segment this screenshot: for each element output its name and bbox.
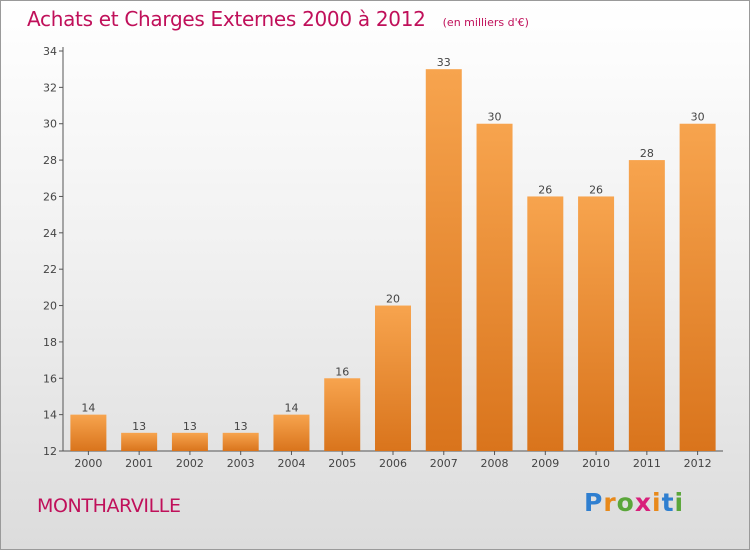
x-tick-label: 2003 <box>227 457 255 470</box>
title-row: Achats et Charges Externes 2000 à 2012 (… <box>27 7 529 31</box>
logo-letter: P <box>584 488 604 517</box>
data-label: 30 <box>691 111 705 124</box>
logo-letter: x <box>634 488 652 517</box>
data-label: 16 <box>335 365 349 378</box>
y-tick-label: 16 <box>43 372 57 385</box>
y-tick-label: 14 <box>43 409 57 422</box>
logo-letter: r <box>603 488 617 517</box>
bar <box>527 196 564 451</box>
x-tick-label: 2008 <box>481 457 509 470</box>
logo-letter: i <box>674 488 685 517</box>
y-tick-label: 22 <box>43 263 57 276</box>
place-name: MONTHARVILLE <box>37 495 181 517</box>
y-tick-label: 12 <box>43 445 57 458</box>
bar <box>425 69 462 451</box>
bar <box>171 432 208 451</box>
data-label: 13 <box>132 420 146 433</box>
logo-letter: t <box>661 488 675 517</box>
bar <box>121 432 158 451</box>
bar <box>70 414 107 451</box>
bar <box>273 414 310 451</box>
data-label: 30 <box>488 111 502 124</box>
y-tick-label: 20 <box>43 300 57 313</box>
x-tick-label: 2004 <box>277 457 305 470</box>
x-tick-label: 2002 <box>176 457 204 470</box>
data-label: 26 <box>589 183 603 196</box>
bar <box>476 123 513 452</box>
x-tick-label: 2010 <box>582 457 610 470</box>
data-label: 20 <box>386 293 400 306</box>
x-tick-label: 2007 <box>430 457 458 470</box>
y-tick-label: 26 <box>43 190 57 203</box>
bar <box>222 432 259 451</box>
bar <box>375 305 411 451</box>
y-tick-label: 30 <box>43 118 57 131</box>
y-tick-label: 28 <box>43 154 57 167</box>
x-tick-label: 2009 <box>531 457 559 470</box>
x-tick-label: 2012 <box>684 457 712 470</box>
x-tick-label: 2000 <box>74 457 102 470</box>
bar <box>679 123 716 452</box>
y-tick-label: 32 <box>43 81 57 94</box>
x-tick-label: 2005 <box>328 457 356 470</box>
x-tick-label: 2006 <box>379 457 407 470</box>
bar <box>324 378 361 451</box>
data-label: 26 <box>538 183 552 196</box>
data-label: 13 <box>234 420 248 433</box>
y-tick-label: 24 <box>43 227 57 240</box>
logo-letter: i <box>652 488 662 517</box>
data-label: 14 <box>81 402 95 415</box>
x-tick-label: 2011 <box>633 457 661 470</box>
chart-title: Achats et Charges Externes 2000 à 2012 <box>27 7 426 31</box>
y-tick-label: 18 <box>43 336 57 349</box>
bar <box>628 160 665 451</box>
y-tick-label: 34 <box>43 45 57 58</box>
logo-letter: o <box>616 488 635 517</box>
data-label: 13 <box>183 420 197 433</box>
data-label: 14 <box>284 402 298 415</box>
data-label: 33 <box>437 56 451 69</box>
chart-subtitle: (en milliers d'€) <box>442 16 529 29</box>
x-tick-label: 2001 <box>125 457 153 470</box>
proxiti-logo: Proxiti <box>584 488 684 517</box>
bar <box>578 196 615 451</box>
data-label: 28 <box>640 147 654 160</box>
